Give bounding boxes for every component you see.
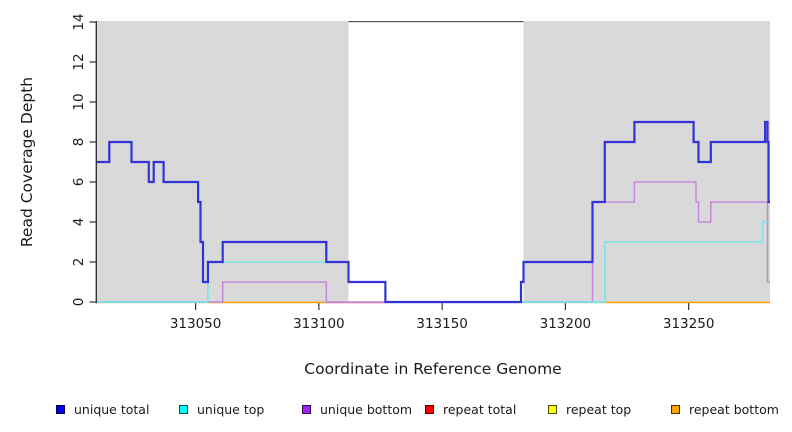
x-tick-label: 313200 xyxy=(539,316,592,332)
legend-item-repeat-bottom: repeat bottom xyxy=(671,399,779,419)
legend-label: unique top xyxy=(197,401,265,417)
legend-item-unique-total: unique total xyxy=(56,399,149,419)
x-tick-label: 313050 xyxy=(169,316,222,332)
chart-area xyxy=(89,20,770,310)
legend: unique total unique top unique bottom re… xyxy=(0,399,792,421)
y-tick-label: 10 xyxy=(71,93,87,111)
legend-item-unique-bottom: unique bottom xyxy=(302,399,412,419)
y-tick-label: 14 xyxy=(71,13,87,31)
legend-swatch-repeat-total xyxy=(425,404,434,414)
x-tick-label: 313100 xyxy=(293,316,345,332)
legend-label: repeat top xyxy=(566,401,632,417)
legend-item-repeat-top: repeat top xyxy=(548,399,631,419)
x-tick-label: 313150 xyxy=(416,316,468,332)
y-tick-label: 8 xyxy=(71,137,87,147)
legend-label: unique total xyxy=(74,401,150,417)
legend-swatch-repeat-bottom xyxy=(671,404,680,414)
legend-swatch-unique-total xyxy=(56,404,65,414)
y-tick-label: 0 xyxy=(71,297,87,307)
y-tick-label: 2 xyxy=(71,257,87,267)
legend-label: unique bottom xyxy=(320,401,413,417)
x-tick-label: 313250 xyxy=(662,316,715,332)
series-unique-bottom xyxy=(97,181,770,303)
shaded-region xyxy=(523,21,770,303)
legend-label: repeat total xyxy=(443,401,517,417)
legend-item-repeat-total: repeat total xyxy=(425,399,516,419)
legend-swatch-repeat-top xyxy=(548,404,557,414)
y-tick-label: 6 xyxy=(71,177,87,187)
legend-item-unique-top: unique top xyxy=(179,399,264,419)
legend-swatch-unique-bottom xyxy=(302,404,311,414)
y-tick-label: 4 xyxy=(71,217,87,227)
y-axis-title: Read Coverage Depth xyxy=(18,76,36,248)
legend-label: repeat bottom xyxy=(689,401,779,417)
series-unique-total xyxy=(97,120,770,304)
y-tick-label: 12 xyxy=(71,53,87,71)
legend-swatch-unique-top xyxy=(179,404,188,414)
x-axis-title: Coordinate in Reference Genome xyxy=(304,360,562,378)
